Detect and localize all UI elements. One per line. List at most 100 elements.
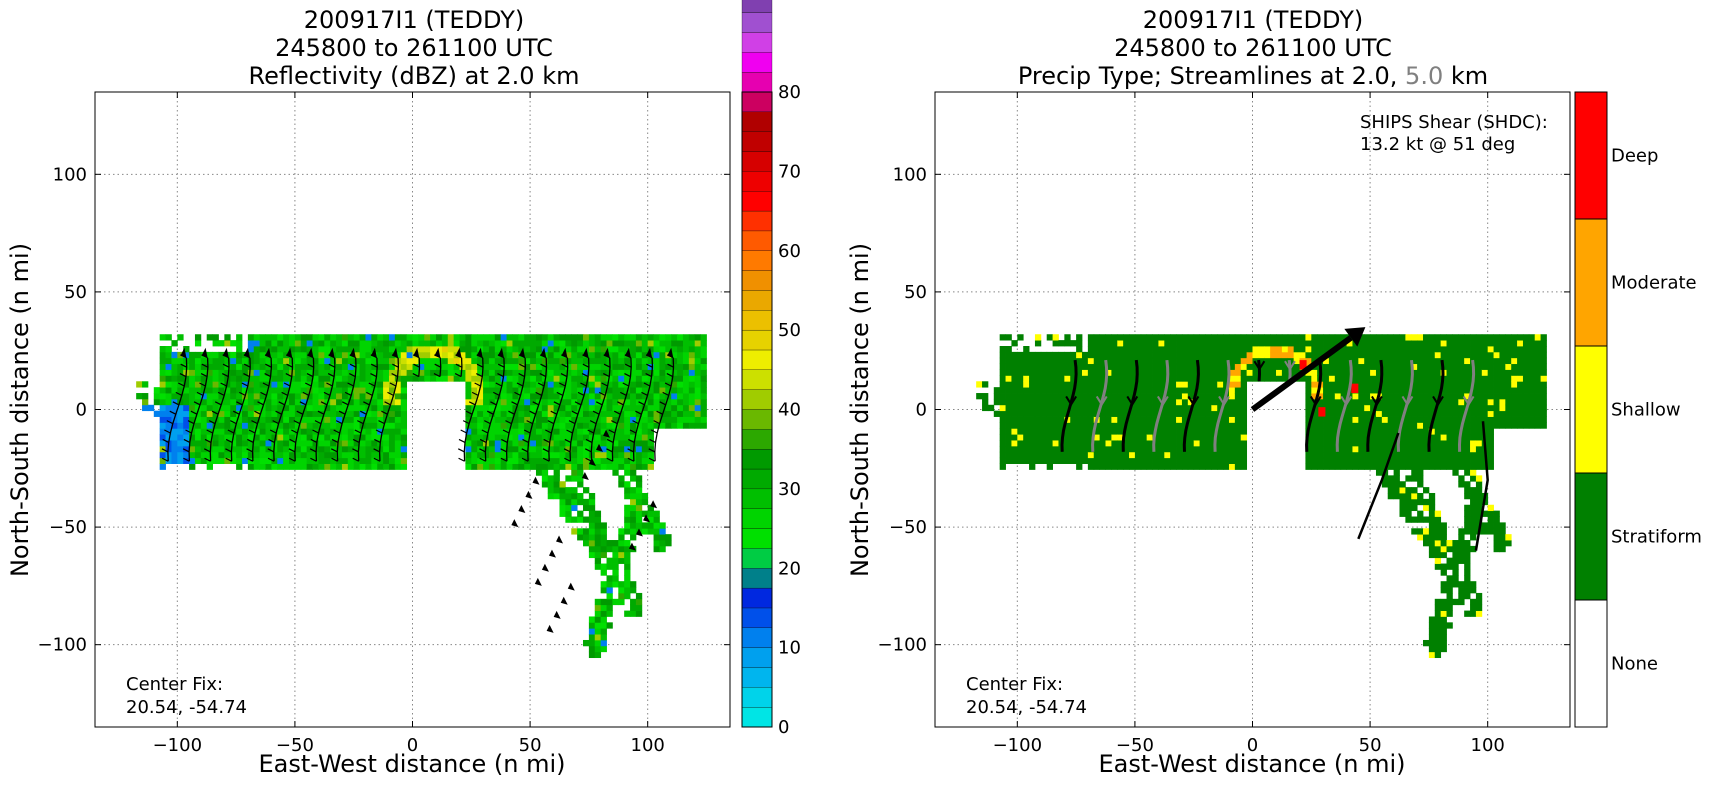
precip-type-cell: [1099, 346, 1106, 353]
precip-type-cell: [1170, 381, 1177, 388]
precip-type-cell: [1464, 451, 1471, 459]
precip-type-cell: [1029, 363, 1036, 370]
precip-type-cell: [1470, 351, 1477, 359]
wind-barb-flag: [370, 347, 377, 358]
precip-type-cell: [1534, 422, 1542, 429]
streamline-arrow: [1340, 395, 1353, 407]
reflectivity-cell: [535, 340, 543, 347]
reflectivity-cell: [294, 340, 302, 347]
reflectivity-cell: [159, 428, 166, 435]
streamline: [1121, 359, 1139, 452]
precip-type-cell: [1017, 387, 1024, 394]
streamline-arrow: [1309, 395, 1322, 407]
precip-type-cell: [1299, 334, 1306, 341]
reflectivity-cell: [177, 457, 184, 464]
wind-barb-feather: [592, 410, 600, 415]
precip-type-cell: [1140, 387, 1148, 394]
right-x-axis-label: East-West distance (n mi): [1098, 750, 1405, 778]
precip-type-cell: [1023, 357, 1030, 365]
precip-type-cell: [1193, 440, 1200, 447]
precip-type-cell: [1240, 398, 1248, 406]
reflectivity-cell: [565, 516, 572, 523]
reflectivity-cell: [247, 369, 255, 376]
reflectivity-cell: [530, 346, 537, 353]
precip-type-cell: [1405, 451, 1412, 459]
reflectivity-cell: [388, 445, 396, 453]
precip-type-cell: [1093, 434, 1101, 441]
reflectivity-cell: [418, 334, 425, 341]
precip-type-cell: [1076, 434, 1083, 441]
wind-barb-feather: [589, 420, 597, 425]
reflectivity-cell: [247, 422, 255, 429]
precip-type-cell: [1205, 428, 1212, 435]
precip-type-cell: [1129, 451, 1136, 459]
precip-type-cell: [1440, 628, 1447, 635]
reflectivity-cell: [347, 375, 355, 382]
reflectivity-cell: [594, 440, 602, 447]
reflectivity-cell: [224, 416, 231, 423]
wind-barb-line: [251, 357, 273, 462]
precip-type-cell: [1364, 393, 1371, 400]
reflectivity-cell: [194, 398, 202, 406]
precip-type-cell: [1370, 422, 1377, 429]
reflectivity-cell: [400, 434, 408, 441]
reflectivity-cell: [600, 451, 607, 459]
left-title-line-3: Reflectivity (dBZ) at 2.0 km: [249, 62, 580, 90]
reflectivity-cell: [565, 393, 572, 400]
reflectivity-cell: [677, 375, 684, 382]
wind-barb-feather: [183, 457, 190, 462]
reflectivity-cell: [383, 393, 390, 400]
precip-type-cell: [1405, 351, 1412, 359]
precip-type-cell: [1440, 457, 1447, 464]
reflectivity-cell: [700, 369, 707, 376]
wind-barb-feather: [622, 382, 630, 387]
precip-type-cell: [1270, 375, 1277, 382]
precip-type-cell: [1046, 363, 1053, 370]
streamline-arrow: [1462, 395, 1475, 407]
precip-type-cell: [1446, 416, 1453, 423]
reflectivity-cell: [312, 410, 319, 417]
reflectivity-cell: [571, 492, 578, 500]
precip-type-cell: [1481, 346, 1489, 353]
reflectivity-cell: [336, 334, 343, 341]
reflectivity-cell: [300, 398, 308, 406]
precip-type-cell: [1270, 334, 1277, 341]
reflectivity-cell: [541, 387, 549, 394]
wind-barb-line: [527, 357, 548, 462]
reflectivity-cell: [424, 340, 431, 347]
reflectivity-cell: [547, 475, 555, 482]
precip-type-cell: [1393, 469, 1400, 476]
reflectivity-cell: [583, 422, 590, 429]
reflectivity-cell: [283, 393, 290, 400]
precip-type-cell: [1087, 381, 1095, 388]
reflectivity-cell: [265, 451, 272, 459]
precip-type-cell: [1428, 651, 1436, 659]
precip-type-cell: [1211, 369, 1218, 376]
reflectivity-cell: [300, 428, 308, 435]
reflectivity-cell: [171, 340, 178, 347]
precip-type-cell: [1023, 398, 1030, 406]
reflectivity-cell: [230, 398, 237, 406]
reflectivity-cell: [171, 434, 178, 441]
reflectivity-cell: [483, 334, 490, 341]
precip-type-cell: [1411, 451, 1418, 459]
wind-barb-feather: [293, 420, 301, 425]
reflectivity-cell: [153, 387, 161, 394]
precip-type-cell: [1152, 440, 1159, 447]
precip-type-cell: [1487, 357, 1494, 365]
reflectivity-cell: [165, 416, 172, 423]
precip-type-cell: [1470, 510, 1477, 517]
reflectivity-cell: [277, 440, 284, 447]
reflectivity-cell: [624, 581, 631, 588]
precip-type-cell: [1211, 416, 1218, 423]
reflectivity-cell: [612, 369, 619, 376]
precip-type-cell: [1311, 428, 1318, 435]
precip-type-cell: [1217, 346, 1224, 353]
precip-type-cell: [1405, 487, 1412, 494]
wind-barb-feather: [635, 410, 642, 415]
reflectivity-cell: [383, 428, 390, 435]
reflectivity-cell: [400, 369, 408, 376]
wind-barb-feather: [201, 363, 209, 368]
reflectivity-cell: [165, 334, 172, 341]
wind-barb-feather: [320, 401, 328, 406]
